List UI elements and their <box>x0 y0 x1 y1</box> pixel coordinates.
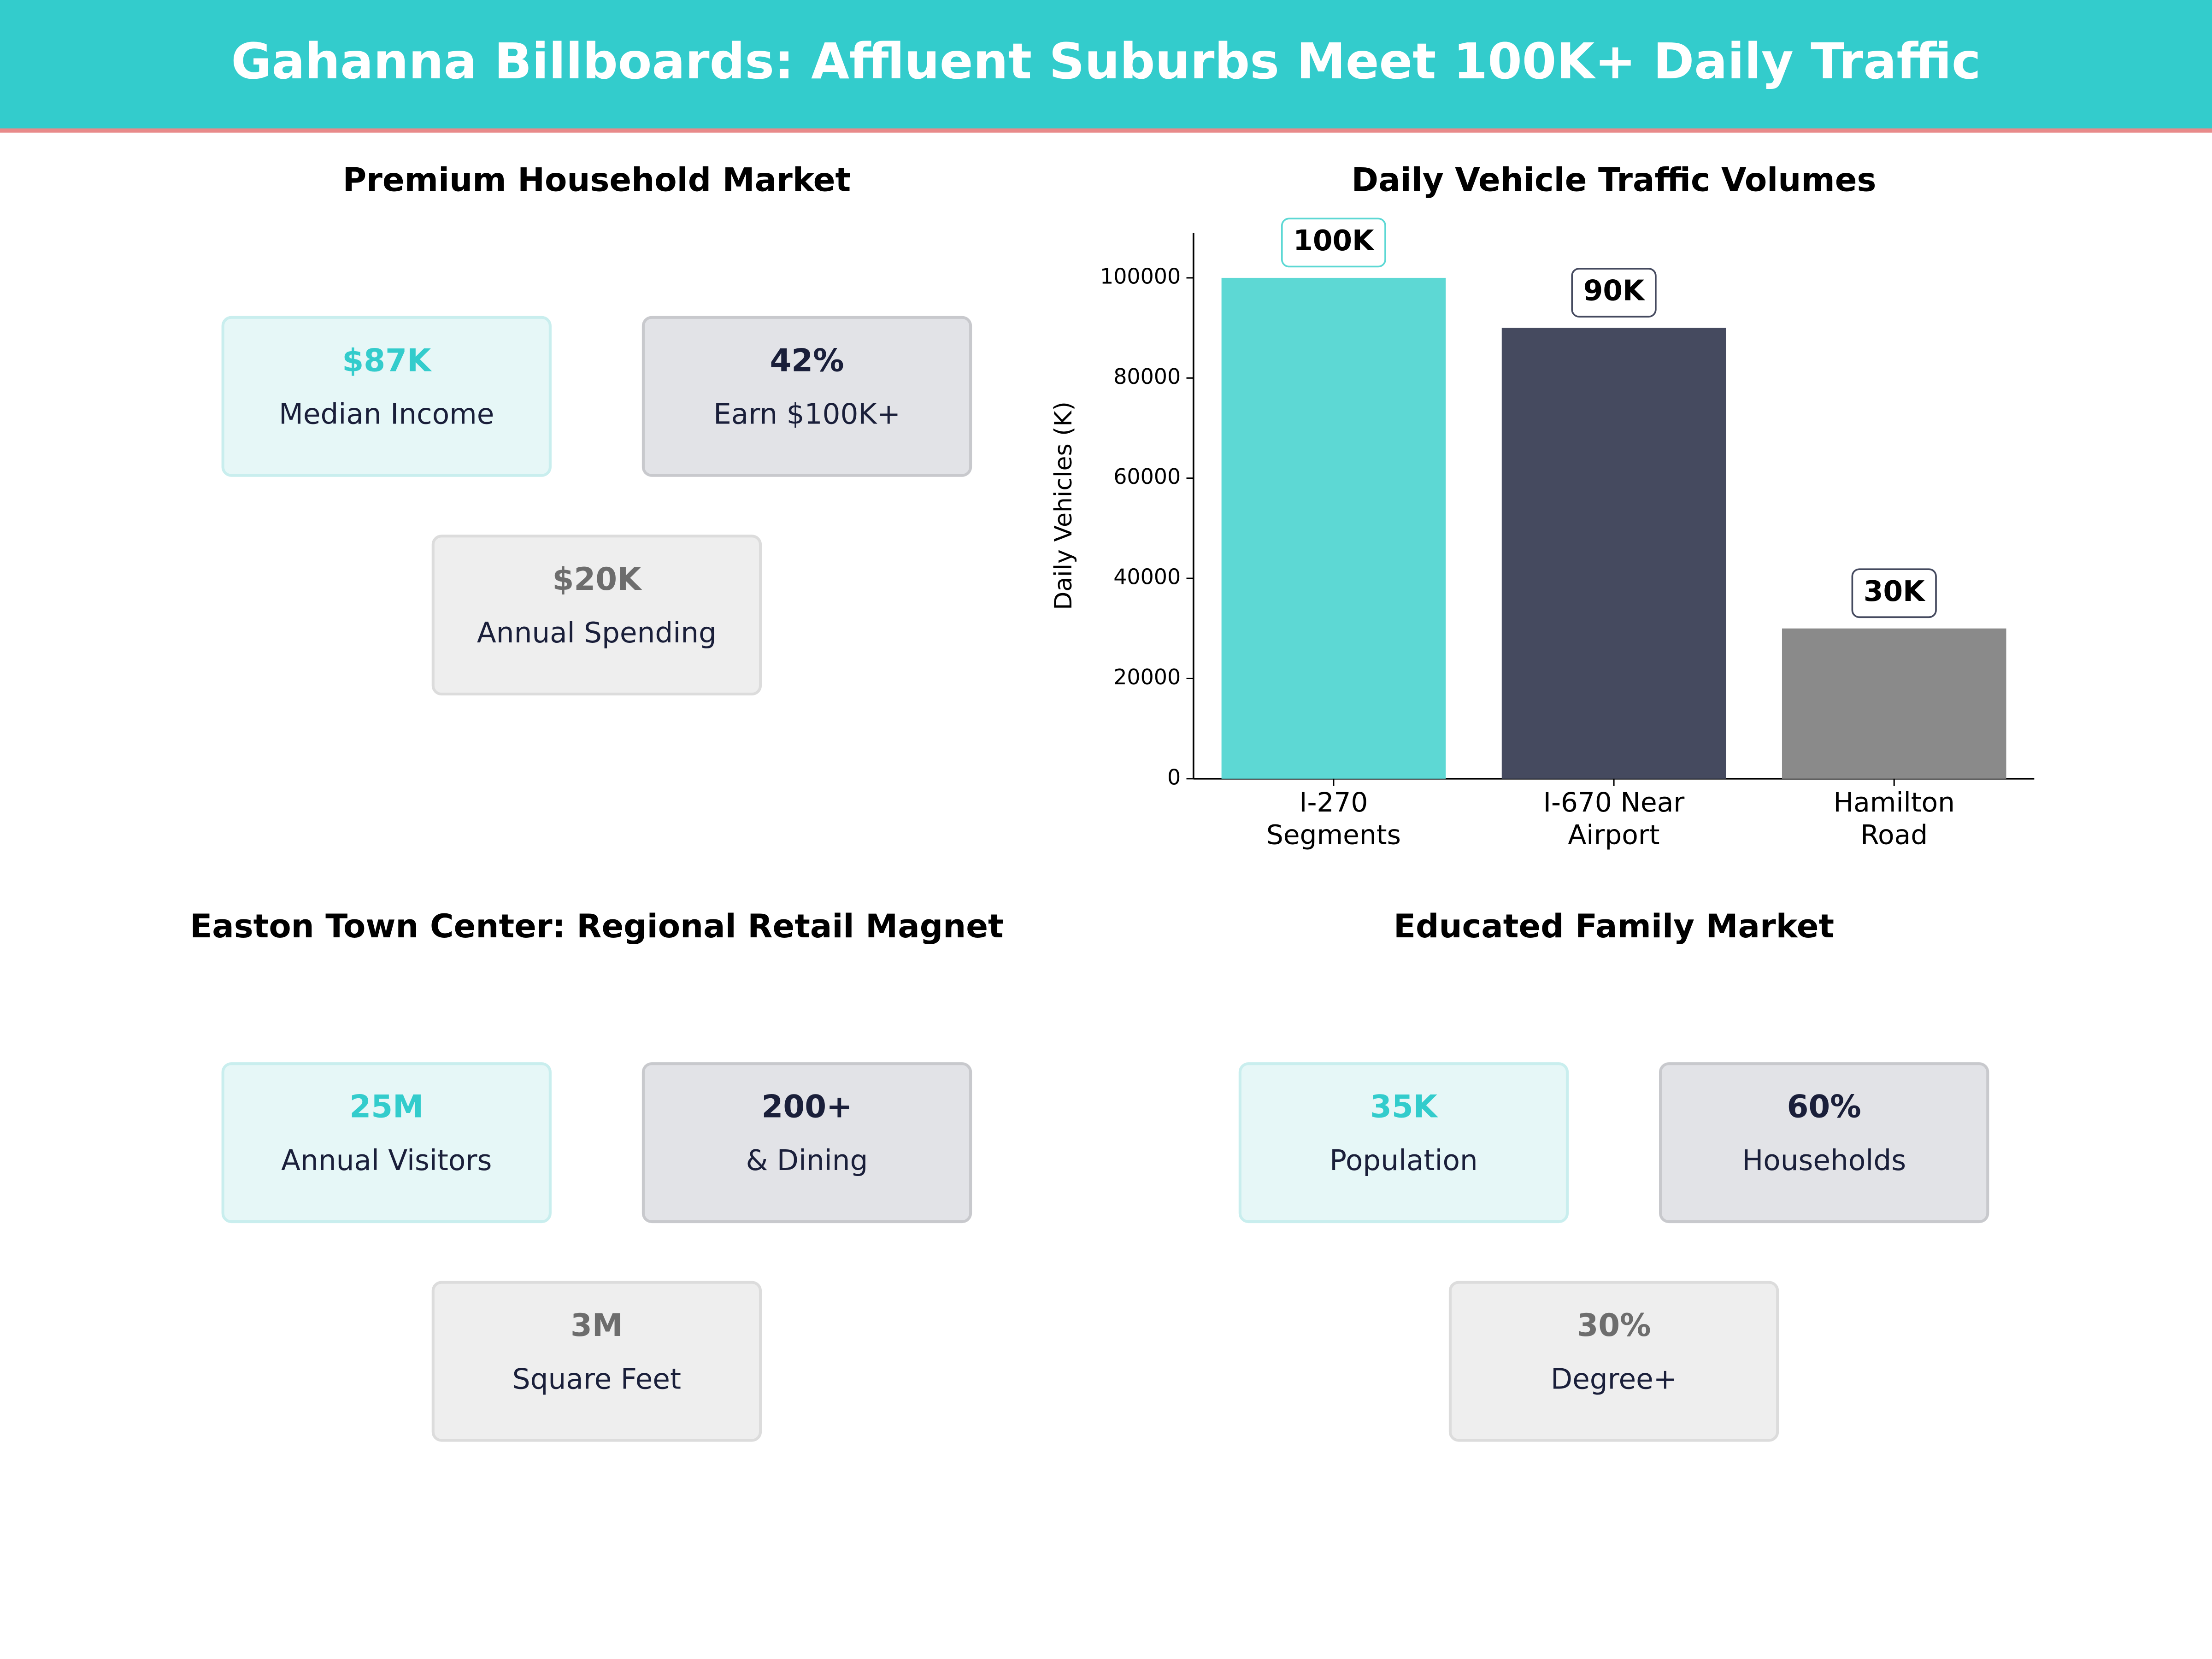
kpi-label: Population <box>1330 1144 1478 1177</box>
bar <box>1782 628 2006 779</box>
kpi-card <box>1448 1281 1779 1442</box>
panel-title: Premium Household Market <box>343 161 851 199</box>
kpi-value: 30% <box>1577 1307 1651 1343</box>
kpi-label: Households <box>1742 1144 1906 1177</box>
y-tick-label: 0 <box>1167 765 1181 789</box>
kpi-label: Square Feet <box>512 1363 681 1396</box>
kpi-label: & Dining <box>746 1144 868 1177</box>
kpi-card <box>431 535 762 696</box>
page-title: Gahanna Billboards: Affluent Suburbs Mee… <box>231 33 1981 90</box>
kpi-value: 200+ <box>762 1088 853 1125</box>
y-tick-label: 60000 <box>1113 464 1181 489</box>
chart-title: Daily Vehicle Traffic Volumes <box>1352 161 1877 199</box>
y-tick-label: 80000 <box>1113 364 1181 389</box>
panel-title: Educated Family Market <box>1394 907 1834 945</box>
kpi-value: $87K <box>342 342 432 378</box>
kpi-card <box>431 1281 762 1442</box>
kpi-card <box>221 316 552 477</box>
header-bar <box>0 0 2212 130</box>
x-tick-label: Hamilton Road <box>1833 787 1955 850</box>
y-tick-label: 20000 <box>1113 665 1181 689</box>
y-tick-label: 100000 <box>1100 264 1181 288</box>
kpi-label: Median Income <box>279 398 494 431</box>
kpi-label: Annual Spending <box>477 617 717 649</box>
kpi-value: 25M <box>349 1088 424 1125</box>
y-tick-label: 40000 <box>1113 565 1181 589</box>
kpi-label: Annual Visitors <box>281 1144 492 1177</box>
value-label-box <box>1571 268 1657 318</box>
kpi-card <box>1238 1062 1569 1224</box>
value-label-box <box>1281 218 1386 268</box>
y-axis-label: Daily Vehicles (K) <box>1050 401 1077 610</box>
kpi-value: 3M <box>571 1307 623 1343</box>
kpi-value: 35K <box>1370 1088 1439 1125</box>
kpi-label: Earn $100K+ <box>713 398 900 431</box>
bar <box>1501 328 1726 779</box>
kpi-value: $20K <box>553 561 643 597</box>
kpi-value: 60% <box>1787 1088 1861 1125</box>
kpi-card <box>641 316 972 477</box>
kpi-value: 42% <box>770 342 844 378</box>
panel-title: Easton Town Center: Regional Retail Magn… <box>190 907 1003 945</box>
value-label-box <box>1851 568 1937 618</box>
value-label: 30K <box>1864 575 1926 608</box>
header-rule <box>0 128 2212 133</box>
value-label: 100K <box>1293 224 1375 257</box>
kpi-card <box>221 1062 552 1224</box>
kpi-card <box>641 1062 972 1224</box>
x-tick-label: I-670 Near Airport <box>1543 787 1685 850</box>
kpi-card <box>1659 1062 1989 1224</box>
kpi-label: Degree+ <box>1551 1363 1677 1396</box>
bar <box>1221 277 1446 779</box>
x-tick-label: I-270 Segments <box>1266 787 1401 850</box>
value-label: 90K <box>1583 275 1646 307</box>
